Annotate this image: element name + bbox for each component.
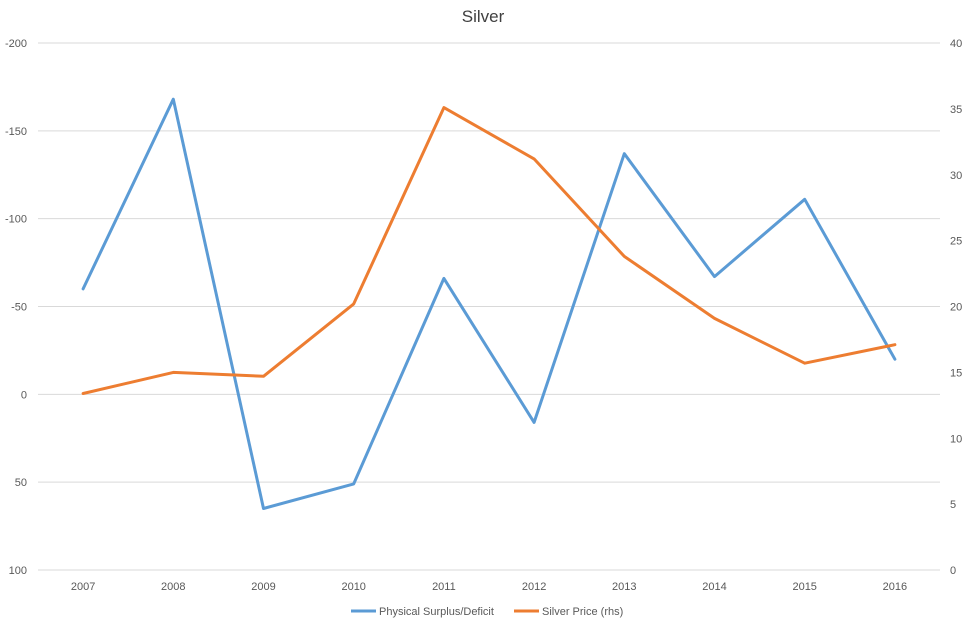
- x-axis-ticks: 2007 2008 2009 2010 2011 2012 2013 2014 2015 2016: [71, 581, 907, 593]
- x-tick-label: 2012: [522, 581, 546, 593]
- series-line-silver-price-rhs: [81, 106, 897, 395]
- right-tick-label: 25: [950, 236, 962, 248]
- series-lines: [81, 97, 897, 510]
- right-axis-ticks: 0 5 10 15 20 25 30 35 40: [950, 38, 962, 577]
- legend-label-physical-surplus-deficit: Physical Surplus/Deficit: [379, 606, 494, 618]
- left-tick-label: 0: [21, 389, 27, 401]
- right-tick-label: 10: [950, 433, 962, 445]
- series-line-physical-surplus-deficit: [81, 97, 897, 510]
- x-tick-label: 2009: [251, 581, 275, 593]
- left-tick-label: -100: [5, 214, 27, 226]
- right-tick-label: 30: [950, 170, 962, 182]
- left-axis-ticks: -200 -150 -100 -50 0 50 100: [5, 38, 27, 577]
- right-tick-label: 15: [950, 367, 962, 379]
- x-tick-label: 2016: [883, 581, 907, 593]
- legend: Physical Surplus/Deficit Silver Price (r…: [351, 606, 623, 618]
- right-tick-label: 35: [950, 104, 962, 116]
- left-tick-label: 100: [9, 565, 27, 577]
- right-tick-label: 40: [950, 38, 962, 50]
- left-tick-label: -50: [11, 302, 27, 314]
- x-tick-label: 2013: [612, 581, 636, 593]
- x-tick-label: 2011: [432, 581, 456, 593]
- left-tick-label: -150: [5, 126, 27, 138]
- x-tick-label: 2007: [71, 581, 95, 593]
- chart-title: Silver: [462, 7, 505, 26]
- gridlines: [38, 42, 940, 571]
- left-tick-label: -200: [5, 38, 27, 50]
- right-tick-label: 5: [950, 499, 956, 511]
- x-tick-label: 2008: [161, 581, 185, 593]
- x-tick-label: 2015: [792, 581, 816, 593]
- legend-label-silver-price: Silver Price (rhs): [542, 606, 623, 618]
- x-tick-label: 2010: [341, 581, 365, 593]
- right-tick-label: 0: [950, 565, 956, 577]
- left-tick-label: 50: [15, 477, 27, 489]
- x-tick-label: 2014: [702, 581, 726, 593]
- right-tick-label: 20: [950, 302, 962, 314]
